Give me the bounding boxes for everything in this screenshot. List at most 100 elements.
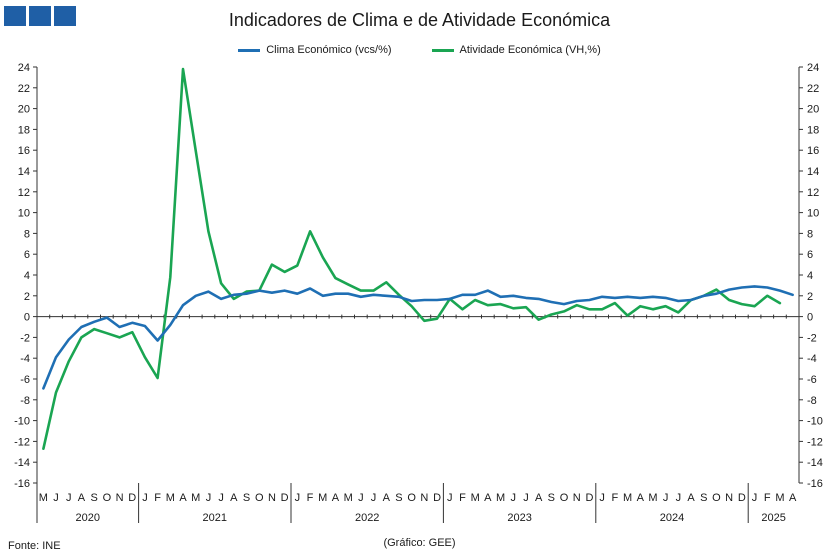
- logo-square: [54, 6, 76, 26]
- y-tick-label-left: 24: [18, 62, 30, 74]
- x-month-label: J: [66, 492, 72, 504]
- legend-item-atividade: Atividade Económica (VH,%): [431, 44, 601, 56]
- x-year-label: 2021: [203, 512, 227, 524]
- x-month-label: M: [648, 492, 657, 504]
- x-month-label: J: [511, 492, 517, 504]
- x-month-label: O: [407, 492, 416, 504]
- x-month-label: J: [663, 492, 669, 504]
- x-month-label: M: [496, 492, 505, 504]
- y-tick-label-left: -2: [20, 332, 30, 344]
- x-month-label: A: [535, 492, 543, 504]
- x-month-label: S: [548, 492, 555, 504]
- x-month-label: N: [725, 492, 733, 504]
- x-year-label: 2020: [76, 512, 100, 524]
- y-tick-label-right: -14: [807, 457, 823, 469]
- y-tick-label-left: -4: [20, 353, 30, 365]
- x-month-label: M: [471, 492, 480, 504]
- y-tick-label-left: 4: [24, 270, 30, 282]
- x-month-label: A: [78, 492, 86, 504]
- x-month-label: O: [560, 492, 569, 504]
- x-month-label: N: [268, 492, 276, 504]
- x-month-label: O: [103, 492, 112, 504]
- y-tick-label-right: -8: [807, 395, 817, 407]
- series-line-atividade: [42, 67, 782, 450]
- credit-note: (Gráfico: GEE): [383, 537, 456, 549]
- x-month-label: M: [166, 492, 175, 504]
- x-month-label: J: [371, 492, 377, 504]
- y-tick-label-right: -16: [807, 478, 823, 490]
- x-month-label: A: [383, 492, 391, 504]
- x-month-label: D: [281, 492, 289, 504]
- y-tick-label-left: 20: [18, 104, 30, 116]
- x-year-label: 2023: [507, 512, 531, 524]
- y-tick-label-right: 18: [807, 124, 819, 136]
- x-month-label: A: [230, 492, 238, 504]
- x-month-label: N: [573, 492, 581, 504]
- y-tick-label-left: 8: [24, 228, 30, 240]
- chart-legend: Clima Económico (vcs/%) Atividade Económ…: [0, 44, 839, 56]
- x-month-label: N: [116, 492, 124, 504]
- y-tick-label-left: 10: [18, 208, 30, 220]
- y-tick-label-right: 10: [807, 208, 819, 220]
- y-tick-label-right: 2: [807, 291, 813, 303]
- x-month-label: J: [599, 492, 605, 504]
- y-tick-label-left: 16: [18, 145, 30, 157]
- logo-square: [4, 6, 26, 26]
- x-month-label: A: [484, 492, 492, 504]
- x-month-label: A: [332, 492, 340, 504]
- x-month-label: M: [775, 492, 784, 504]
- x-month-label: J: [218, 492, 224, 504]
- y-tick-label-right: 0: [807, 312, 813, 324]
- x-month-label: O: [712, 492, 721, 504]
- y-tick-label-left: 12: [18, 187, 30, 199]
- x-month-label: S: [700, 492, 707, 504]
- y-tick-label-right: 14: [807, 166, 819, 178]
- y-tick-label-right: 20: [807, 104, 819, 116]
- legend-label-atividade: Atividade Económica (VH,%): [459, 44, 601, 56]
- legend-label-clima: Clima Económico (vcs/%): [266, 44, 392, 56]
- x-month-label: J: [447, 492, 453, 504]
- x-month-label: J: [206, 492, 212, 504]
- y-tick-label-right: 24: [807, 62, 819, 74]
- y-tick-label-right: 12: [807, 187, 819, 199]
- logo-square: [29, 6, 51, 26]
- x-month-label: J: [752, 492, 758, 504]
- x-month-label: M: [318, 492, 327, 504]
- y-tick-label-left: -6: [20, 374, 30, 386]
- x-month-label: A: [789, 492, 797, 504]
- x-month-label: M: [344, 492, 353, 504]
- y-tick-label-right: 16: [807, 145, 819, 157]
- x-month-label: A: [179, 492, 187, 504]
- x-month-label: M: [39, 492, 48, 504]
- y-tick-label-left: -12: [14, 436, 30, 448]
- series-group: [42, 67, 794, 450]
- x-month-label: J: [676, 492, 682, 504]
- x-month-label: F: [764, 492, 771, 504]
- source-note: Fonte: INE: [8, 540, 61, 552]
- y-tick-label-left: 0: [24, 312, 30, 324]
- x-month-label: O: [255, 492, 264, 504]
- y-tick-label-right: 4: [807, 270, 813, 282]
- y-tick-label-left: 6: [24, 249, 30, 261]
- x-month-label: F: [611, 492, 618, 504]
- y-tick-label-left: 22: [18, 83, 30, 95]
- y-tick-label-right: -6: [807, 374, 817, 386]
- y-tick-label-left: -10: [14, 416, 30, 428]
- y-tick-label-right: -2: [807, 332, 817, 344]
- y-tick-label-left: 2: [24, 291, 30, 303]
- x-year-label: 2022: [355, 512, 379, 524]
- y-tick-label-left: 14: [18, 166, 30, 178]
- series-line-clima: [42, 285, 794, 390]
- x-month-label: J: [295, 492, 301, 504]
- chart-title: Indicadores de Clima e de Atividade Econ…: [228, 10, 611, 30]
- x-month-label: J: [523, 492, 529, 504]
- x-year-label: 2024: [660, 512, 684, 524]
- x-month-label: A: [637, 492, 645, 504]
- x-month-label: S: [90, 492, 97, 504]
- x-month-label: A: [687, 492, 695, 504]
- legend-item-clima: Clima Económico (vcs/%): [238, 44, 392, 56]
- legend-swatch-clima: [238, 48, 261, 52]
- x-month-label: J: [53, 492, 59, 504]
